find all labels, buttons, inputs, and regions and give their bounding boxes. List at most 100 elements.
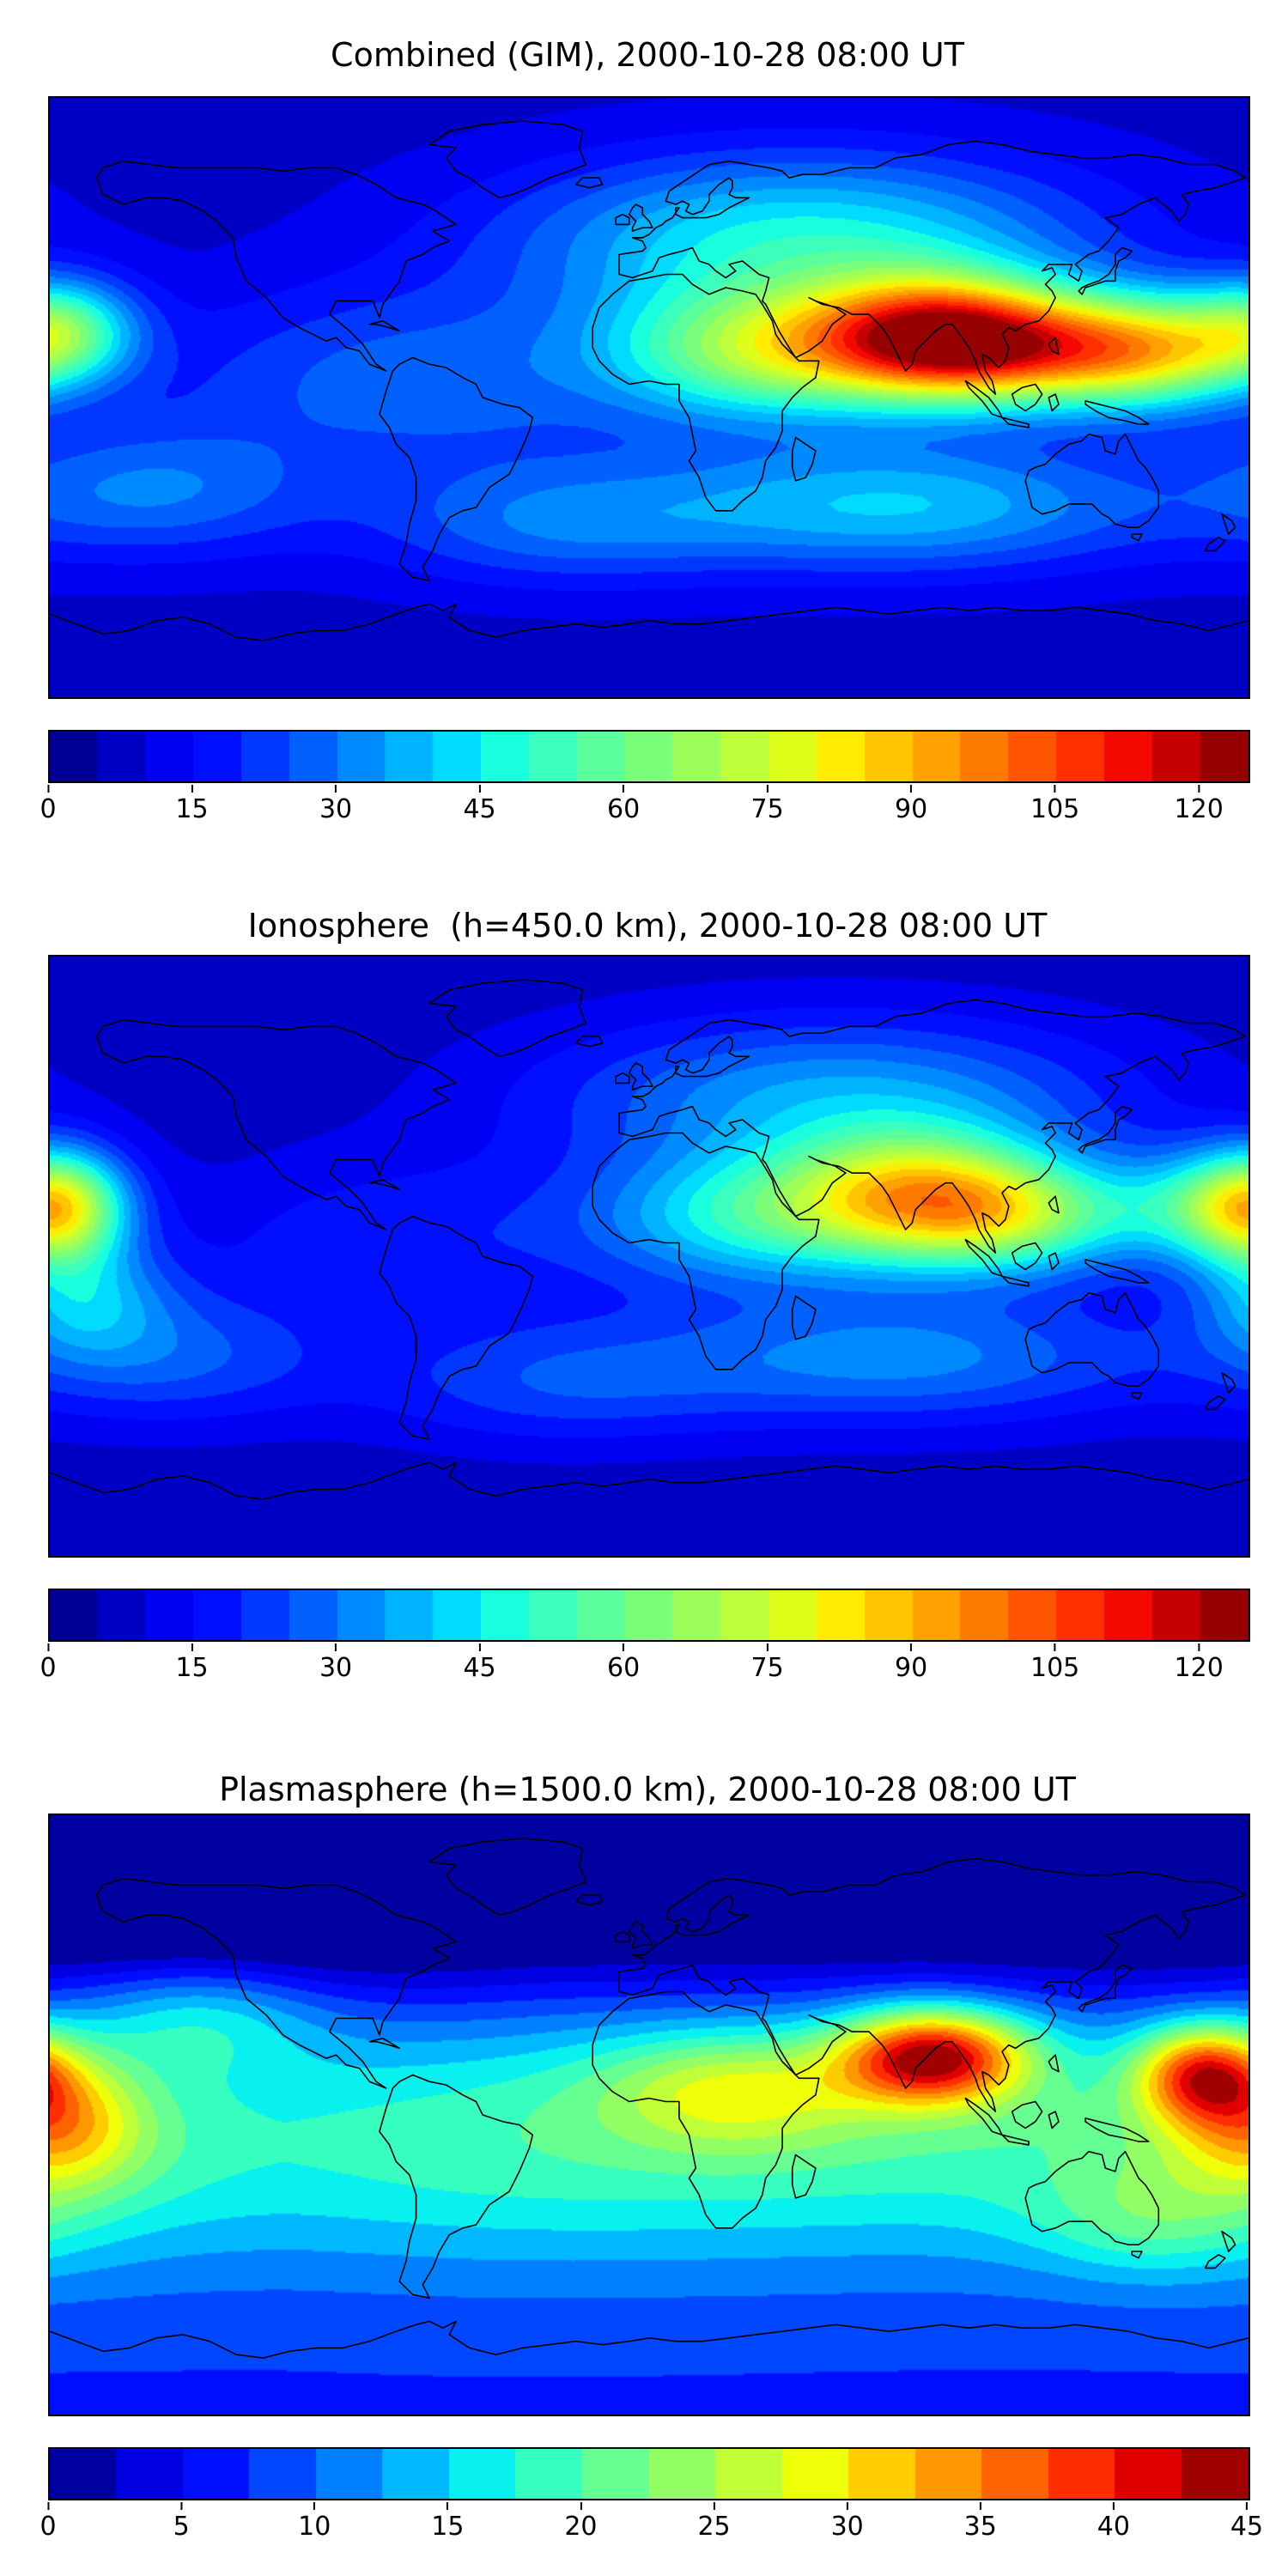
coastline bbox=[50, 603, 1249, 641]
coastline bbox=[368, 1179, 400, 1191]
tick-mark bbox=[623, 1643, 625, 1651]
coastline bbox=[618, 999, 1246, 1254]
coastline bbox=[1078, 1964, 1133, 2013]
map-title: Plasmasphere (h=1500.0 km), 2000-10-28 0… bbox=[219, 1771, 1076, 1808]
colorbar-tick: 40 bbox=[1097, 2502, 1130, 2541]
colorbar-tick-label: 90 bbox=[895, 794, 928, 824]
colorbar-tick-label: 30 bbox=[319, 1653, 353, 1683]
colorbar-tick-label: 0 bbox=[39, 1653, 57, 1683]
colorbar-tick: 30 bbox=[831, 2502, 864, 2541]
coastline-paths bbox=[50, 979, 1249, 1500]
colorbar-tick-label: 10 bbox=[298, 2512, 331, 2542]
coastline bbox=[1011, 2100, 1043, 2129]
tick-mark bbox=[191, 785, 193, 793]
tick-mark bbox=[713, 2502, 715, 2510]
tick-mark bbox=[313, 2502, 316, 2510]
coastline bbox=[1048, 337, 1060, 355]
coastline bbox=[791, 1295, 817, 1340]
tick-mark bbox=[766, 1643, 769, 1651]
coastline bbox=[50, 1461, 1249, 1500]
coastline bbox=[1221, 513, 1236, 535]
colorbar-tick: 0 bbox=[39, 2502, 57, 2542]
coastline bbox=[1221, 2230, 1236, 2252]
colorbar-tick: 45 bbox=[1230, 2502, 1263, 2541]
colorbar-tick: 120 bbox=[1175, 1643, 1224, 1682]
tick-mark bbox=[447, 2502, 449, 2510]
map-frame bbox=[48, 1814, 1250, 2416]
colorbar-tick: 105 bbox=[1030, 785, 1079, 823]
colorbar bbox=[48, 2447, 1250, 2500]
coastline bbox=[1131, 533, 1143, 542]
tick-mark bbox=[910, 1643, 913, 1651]
colorbar-tick-label: 0 bbox=[39, 2512, 57, 2542]
coastline bbox=[615, 1072, 630, 1084]
figure-ionosphere: Ionosphere (h=450.0 km), 2000-10-28 08:0… bbox=[0, 859, 1288, 1717]
coastline bbox=[368, 320, 400, 332]
tick-mark bbox=[1054, 1643, 1056, 1651]
coastline bbox=[791, 436, 817, 482]
tick-mark bbox=[191, 1643, 193, 1651]
colorbar-tick: 35 bbox=[964, 2502, 997, 2541]
colorbar-tick-label: 45 bbox=[463, 794, 496, 824]
coastline bbox=[574, 1894, 604, 1906]
colorbar-tick: 105 bbox=[1030, 1643, 1079, 1682]
colorbar-tick: 90 bbox=[895, 1643, 927, 1682]
colorbar-tick-label: 60 bbox=[606, 794, 641, 824]
colorbar-tick-row: 0 15 30 45 60 75 90 105 120 bbox=[39, 785, 1247, 829]
tick-mark bbox=[1246, 2502, 1248, 2510]
coastline bbox=[964, 2097, 1003, 2136]
coastline bbox=[618, 140, 1246, 395]
coastline bbox=[428, 1838, 587, 1917]
tick-mark bbox=[180, 2502, 183, 2510]
tick-mark bbox=[1112, 2502, 1115, 2510]
coastline bbox=[592, 1990, 820, 2229]
tick-mark bbox=[1198, 785, 1200, 793]
coastline bbox=[379, 356, 534, 582]
coastline bbox=[50, 2320, 1249, 2359]
coastline bbox=[964, 380, 1003, 419]
coastline bbox=[1204, 2254, 1226, 2269]
colorbar-tick-label: 120 bbox=[1174, 1653, 1224, 1683]
coastline bbox=[368, 2038, 400, 2050]
colorbar-tick: 30 bbox=[319, 785, 352, 823]
coastline bbox=[615, 213, 630, 226]
colorbar-tick: 0 bbox=[39, 1643, 57, 1683]
colorbar bbox=[48, 730, 1250, 783]
map-title: Combined (GIM), 2000-10-28 08:00 UT bbox=[331, 36, 964, 74]
colorbar-tick: 5 bbox=[173, 2502, 190, 2541]
coastline bbox=[1131, 1392, 1143, 1400]
coastline bbox=[964, 1238, 1003, 1278]
tick-mark bbox=[478, 1643, 481, 1651]
coastline bbox=[1048, 393, 1060, 412]
coastline bbox=[1024, 433, 1160, 528]
coastline bbox=[791, 2154, 817, 2199]
colorbar-tick: 30 bbox=[319, 1643, 352, 1682]
coastline-paths bbox=[50, 1838, 1249, 2359]
colorbar-tick-label: 105 bbox=[1030, 1653, 1080, 1683]
colorbar-tick-label: 30 bbox=[830, 2512, 864, 2542]
colorbar-tick: 20 bbox=[564, 2502, 598, 2541]
coastline bbox=[1204, 1395, 1226, 1411]
tick-mark bbox=[846, 2502, 848, 2510]
map-frame bbox=[48, 955, 1250, 1558]
coastline bbox=[628, 1921, 653, 1949]
coastline bbox=[615, 1930, 630, 1943]
coastline bbox=[592, 273, 820, 512]
colorbar-tick-label: 0 bbox=[39, 794, 57, 824]
coastline bbox=[1048, 2054, 1060, 2073]
tick-mark bbox=[766, 785, 769, 793]
colorbar-tick: 45 bbox=[463, 1643, 496, 1682]
coastline bbox=[428, 979, 587, 1058]
tick-mark bbox=[47, 785, 49, 793]
tick-mark bbox=[47, 1643, 49, 1651]
colorbar-tick-label: 30 bbox=[319, 794, 353, 824]
coastline bbox=[1048, 1195, 1060, 1214]
coastline bbox=[1131, 2251, 1143, 2259]
coastline bbox=[95, 1877, 457, 2089]
colorbar-tick-label: 60 bbox=[606, 1653, 641, 1683]
colorbar-tick-row: 0 15 30 45 60 75 90 105 120 bbox=[39, 1643, 1247, 1688]
coastline bbox=[95, 1018, 457, 1230]
coastline bbox=[1204, 537, 1226, 552]
colorbar-tick-label: 90 bbox=[895, 1653, 928, 1683]
colorbar-tick-label: 75 bbox=[750, 794, 784, 824]
